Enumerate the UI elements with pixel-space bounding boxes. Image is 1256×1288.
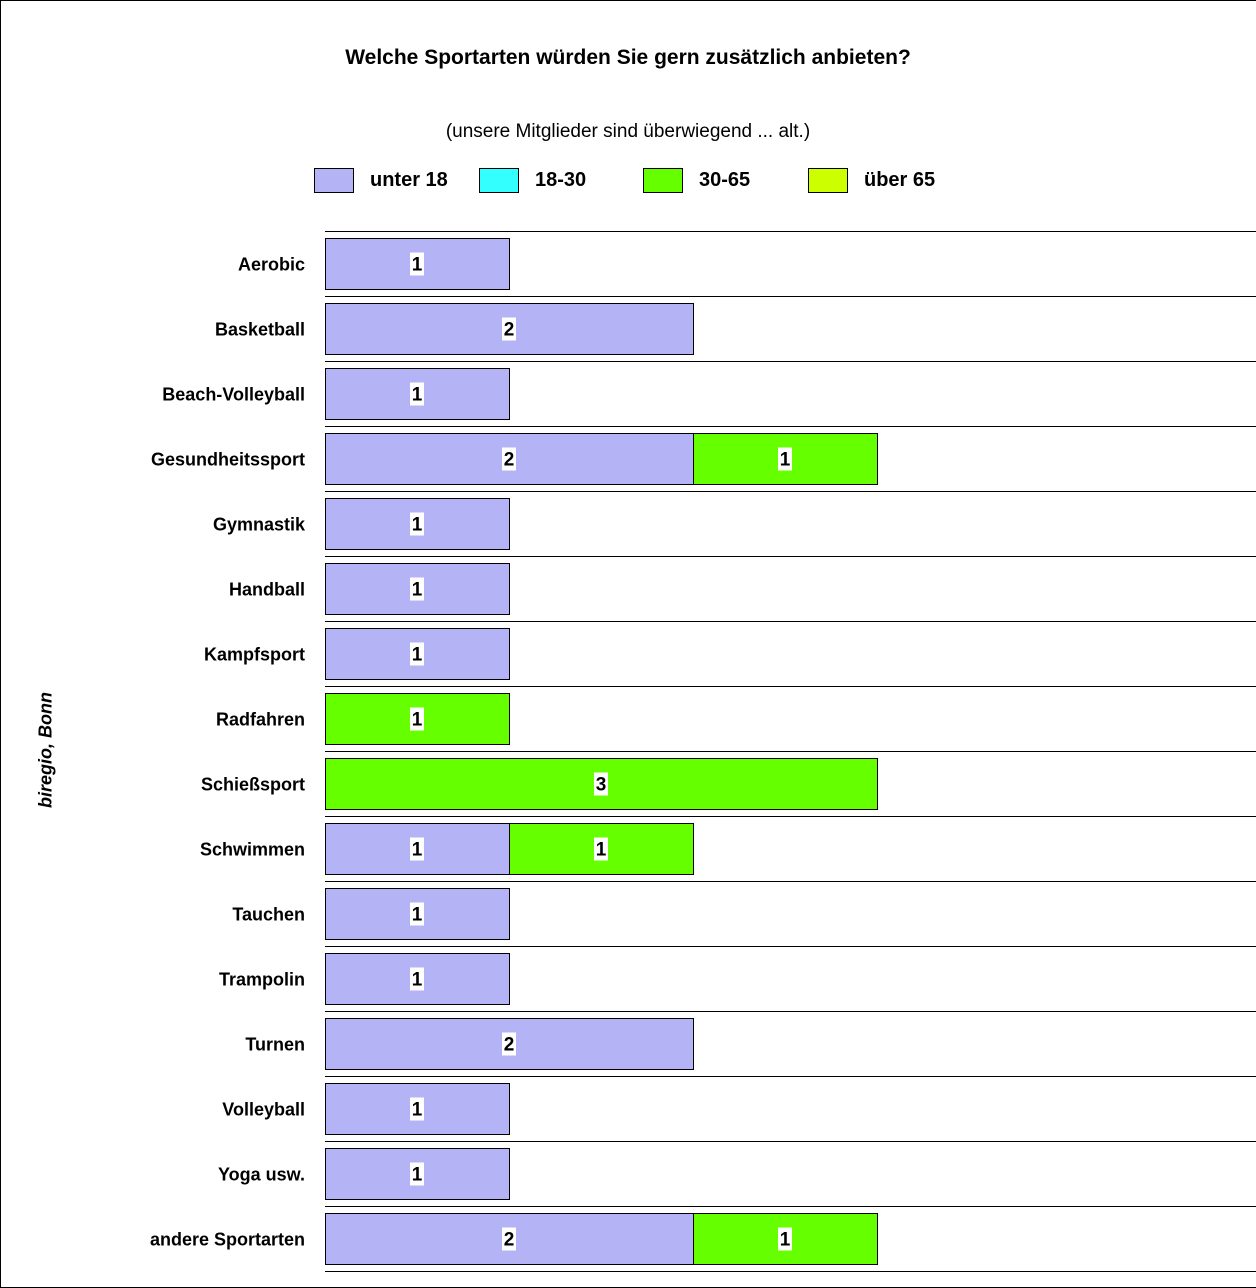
category-label-turnen: Turnen	[245, 1035, 305, 1055]
category-label-andere-sportarten: andere Sportarten	[150, 1230, 305, 1250]
data-label-volleyball-unter-18: 1	[412, 1100, 423, 1121]
data-label-bg-aerobic-unter-18	[410, 252, 424, 276]
category-label-schiesssport: Schießsport	[201, 775, 305, 795]
legend-label-ueber-65: über 65	[864, 169, 936, 191]
data-label-bg-trampolin-unter-18	[410, 967, 424, 991]
data-label-bg-basketball-unter-18	[502, 317, 516, 341]
category-label-gesundheitssport: Gesundheitssport	[151, 450, 305, 470]
data-label-bg-beach-volleyball-unter-18	[410, 382, 424, 406]
data-label-radfahren-30-65: 1	[412, 710, 423, 731]
legend-label-30-65: 30-65	[699, 169, 751, 191]
category-label-tauchen: Tauchen	[232, 905, 305, 925]
data-label-turnen-unter-18: 2	[504, 1035, 515, 1056]
data-label-bg-yoga-usw-unter-18	[410, 1162, 424, 1186]
legend-label-18-30: 18-30	[535, 169, 587, 191]
data-label-handball-unter-18: 1	[412, 580, 423, 601]
legend-swatch-ueber-65	[808, 168, 848, 193]
category-label-kampfsport: Kampfsport	[204, 645, 305, 665]
data-label-bg-schwimmen-unter-18	[410, 837, 424, 861]
data-label-schwimmen-unter-18: 1	[412, 840, 423, 861]
chart-title: Welche Sportarten würden Sie gern zusätz…	[345, 46, 911, 69]
data-label-yoga-usw-unter-18: 1	[412, 1165, 423, 1186]
data-label-kampfsport-unter-18: 1	[412, 645, 423, 666]
data-label-basketball-unter-18: 2	[504, 320, 515, 341]
data-label-tauchen-unter-18: 1	[412, 905, 423, 926]
data-label-gesundheitssport-unter-18: 2	[504, 450, 515, 471]
category-label-volleyball: Volleyball	[222, 1100, 305, 1120]
category-label-handball: Handball	[229, 580, 305, 600]
data-label-trampolin-unter-18: 1	[412, 970, 423, 991]
chart-subtitle: (unsere Mitglieder sind überwiegend ... …	[445, 121, 811, 142]
data-label-bg-schwimmen-30-65	[594, 837, 608, 861]
data-label-bg-handball-unter-18	[410, 577, 424, 601]
data-label-bg-andere-sportarten-unter-18	[502, 1227, 516, 1251]
data-label-bg-gymnastik-unter-18	[410, 512, 424, 536]
category-label-gymnastik: Gymnastik	[213, 515, 306, 535]
category-label-yoga-usw: Yoga usw.	[218, 1165, 305, 1185]
category-label-aerobic: Aerobic	[238, 255, 305, 275]
legend-swatch-30-65	[643, 168, 683, 193]
category-label-basketball: Basketball	[215, 320, 305, 340]
data-label-bg-schiesssport-30-65	[594, 772, 608, 796]
data-label-andere-sportarten-30-65: 1	[780, 1230, 791, 1251]
data-label-gesundheitssport-30-65: 1	[780, 450, 791, 471]
data-label-bg-kampfsport-unter-18	[410, 642, 424, 666]
data-label-bg-andere-sportarten-30-65	[778, 1227, 792, 1251]
data-label-schwimmen-30-65: 1	[596, 840, 607, 861]
data-label-aerobic-unter-18: 1	[412, 255, 423, 276]
legend: unter 18 18-30 30-65 über 65	[0, 166, 1256, 196]
category-label-trampolin: Trampolin	[219, 970, 305, 990]
data-label-bg-gesundheitssport-unter-18	[502, 447, 516, 471]
data-label-bg-gesundheitssport-30-65	[778, 447, 792, 471]
data-label-andere-sportarten-unter-18: 2	[504, 1230, 515, 1251]
data-label-gymnastik-unter-18: 1	[412, 515, 423, 536]
legend-swatch-unter-18	[314, 168, 354, 193]
category-label-beach-volleyball: Beach-Volleyball	[162, 385, 305, 405]
data-label-bg-turnen-unter-18	[502, 1032, 516, 1056]
data-label-schiesssport-30-65: 3	[596, 775, 607, 796]
category-label-schwimmen: Schwimmen	[200, 840, 305, 860]
legend-swatch-18-30	[479, 168, 519, 193]
data-label-bg-radfahren-30-65	[410, 707, 424, 731]
legend-label-unter-18: unter 18	[370, 169, 448, 191]
category-label-radfahren: Radfahren	[216, 710, 305, 730]
data-label-beach-volleyball-unter-18: 1	[412, 385, 423, 406]
data-label-bg-tauchen-unter-18	[410, 902, 424, 926]
data-label-bg-volleyball-unter-18	[410, 1097, 424, 1121]
